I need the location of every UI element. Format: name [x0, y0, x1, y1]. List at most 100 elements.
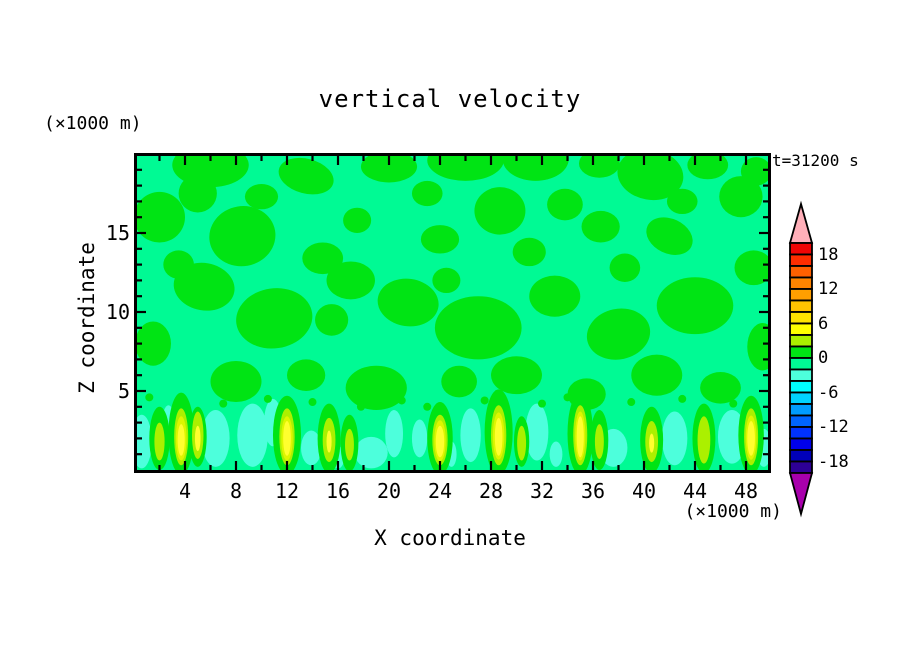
updraft-patch	[512, 237, 546, 267]
plot-area	[134, 153, 771, 473]
updraft-patch	[747, 323, 768, 371]
updraft-patch	[236, 288, 313, 349]
field-speckle	[397, 396, 406, 405]
updraft-plume-layer	[649, 433, 655, 453]
downdraft-patch	[237, 403, 268, 467]
field-speckle	[627, 398, 636, 407]
colorbar-cell	[789, 357, 813, 371]
updraft-patch	[586, 308, 651, 360]
colorbar-over-arrow	[788, 200, 814, 244]
updraft-patch	[427, 156, 504, 181]
colorbar-cell	[789, 311, 813, 325]
updraft-patch	[360, 156, 418, 183]
updraft-plume-layer	[435, 425, 445, 458]
field-speckle	[145, 393, 154, 402]
updraft-patch	[547, 188, 583, 221]
x-tick-label: 4	[178, 479, 192, 503]
colorbar-tick-label: 0	[818, 348, 829, 368]
colorbar-cell	[789, 322, 813, 336]
updraft-patch	[163, 250, 194, 279]
updraft-patch	[420, 225, 460, 254]
colorbar-cell	[789, 391, 813, 405]
updraft-plume-layer	[194, 425, 201, 452]
time-label: t=31200 s	[772, 151, 859, 170]
updraft-patch	[529, 275, 581, 317]
updraft-patch	[700, 372, 741, 404]
colorbar-cell	[789, 265, 813, 279]
x-tick-label: 8	[229, 479, 243, 503]
colorbar-tick-label: 6	[818, 313, 829, 334]
updraft-patch	[502, 156, 569, 181]
colorbar-cell	[789, 449, 813, 463]
field-speckle	[678, 394, 687, 403]
updraft-patch	[210, 360, 262, 403]
updraft-patch	[315, 304, 349, 336]
x-axis-title: X coordinate	[374, 526, 526, 550]
x-tick-label: 44	[682, 479, 708, 503]
downdraft-patch	[201, 409, 230, 467]
updraft-patch	[631, 354, 683, 396]
updraft-patch	[474, 187, 526, 235]
updraft-patch	[646, 217, 693, 255]
colorbar-cell	[789, 242, 813, 256]
colorbar-tick-label: 18	[818, 244, 839, 265]
updraft-patch	[209, 206, 276, 267]
colorbar-cell	[789, 437, 813, 451]
updraft-patch	[178, 174, 217, 213]
downdraft-patch	[385, 409, 404, 458]
updraft-patch	[666, 188, 698, 215]
colorbar-cell	[789, 288, 813, 302]
field-speckle	[263, 394, 272, 403]
updraft-plume-layer	[283, 421, 291, 456]
updraft-plume-layer	[326, 430, 332, 453]
field-speckle	[219, 399, 228, 408]
colorbar-cell	[789, 276, 813, 290]
updraft-plume-layer	[494, 417, 503, 456]
updraft-patch	[687, 156, 729, 180]
updraft-plume-layer	[697, 416, 711, 464]
updraft-plume-layer	[177, 424, 185, 456]
updraft-patch	[656, 277, 734, 335]
updraft-patch	[302, 242, 344, 275]
updraft-patch	[491, 356, 542, 395]
x-tick-label: 24	[427, 479, 453, 503]
updraft-patch	[287, 359, 326, 391]
downdraft-patch	[525, 403, 549, 461]
downdraft-patch	[354, 436, 388, 469]
colorbar-cell	[789, 403, 813, 417]
updraft-patch	[734, 250, 768, 286]
updraft-plume-layer	[747, 421, 755, 456]
updraft-patch	[578, 156, 620, 178]
field-speckle	[480, 396, 489, 405]
y-tick-label: 15	[105, 221, 130, 245]
field-speckle	[563, 393, 572, 402]
updraft-patch	[345, 365, 407, 410]
updraft-patch	[434, 296, 522, 360]
updraft-patch	[137, 321, 171, 366]
updraft-patch	[617, 156, 684, 201]
colorbar-cell	[789, 334, 813, 348]
updraft-patch	[411, 180, 443, 207]
colorbar	[788, 200, 814, 518]
x-tick-label: 40	[631, 479, 657, 503]
x-tick-label: 48	[733, 479, 759, 503]
field-speckle	[308, 398, 317, 407]
updraft-patch	[609, 253, 641, 282]
downdraft-patch	[460, 408, 481, 463]
field-speckle	[729, 399, 738, 408]
x-tick-label: 20	[376, 479, 402, 503]
x-tick-label: 32	[529, 479, 555, 503]
colorbar-cell	[789, 414, 813, 428]
y-axis-units-label: (×1000 m)	[44, 113, 142, 134]
colorbar-tick-label: -6	[818, 382, 839, 403]
updraft-patch	[343, 207, 372, 233]
updraft-patch	[326, 261, 375, 300]
colorbar-cell	[789, 299, 813, 313]
colorbar-tick-label: -12	[818, 417, 849, 437]
downdraft-patch	[301, 430, 322, 466]
colorbar-cell	[789, 253, 813, 267]
updraft-plume-layer	[345, 428, 354, 461]
chart-title: vertical velocity	[318, 85, 582, 113]
field-speckle	[423, 402, 432, 411]
contour-field-svg	[137, 156, 768, 470]
